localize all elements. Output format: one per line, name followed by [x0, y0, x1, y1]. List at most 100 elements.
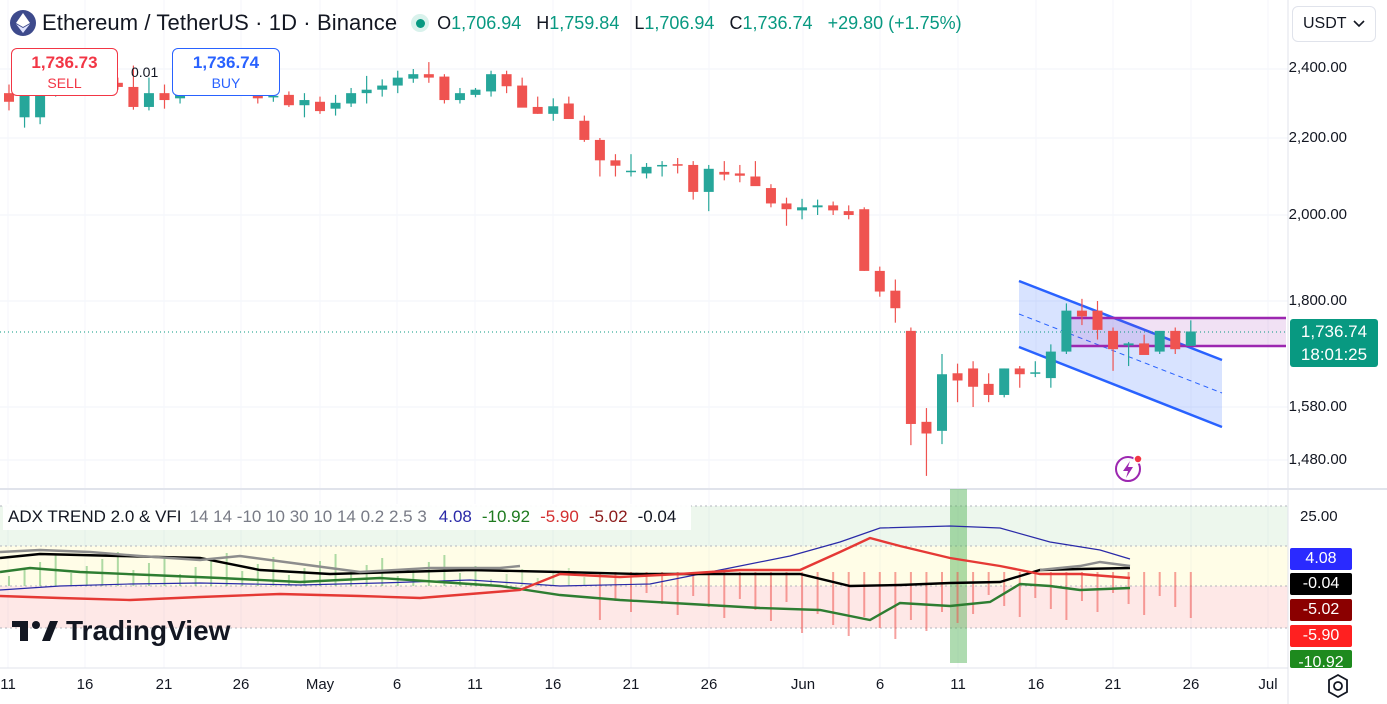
- candle[interactable]: [377, 79, 388, 97]
- candle-body: [486, 74, 497, 92]
- candle[interactable]: [299, 93, 310, 118]
- candle[interactable]: [143, 77, 154, 111]
- currency-selector[interactable]: USDT: [1292, 6, 1376, 42]
- candle[interactable]: [548, 98, 559, 121]
- candle[interactable]: [1154, 330, 1165, 354]
- currency-label: USDT: [1303, 15, 1347, 32]
- buy-button[interactable]: 1,736.74 BUY: [172, 48, 280, 96]
- time-axis-label: Jun: [790, 676, 816, 693]
- candle[interactable]: [859, 207, 870, 271]
- candle[interactable]: [657, 161, 668, 177]
- candle[interactable]: [968, 361, 979, 407]
- candle[interactable]: [781, 197, 792, 226]
- candle[interactable]: [1170, 327, 1181, 355]
- adx-line: [0, 525, 1131, 591]
- candle[interactable]: [828, 201, 839, 215]
- candle[interactable]: [532, 96, 543, 114]
- sell-button[interactable]: 1,736.73 SELL: [11, 48, 118, 96]
- candle[interactable]: [346, 87, 357, 107]
- candle-body: [983, 383, 994, 395]
- candle-body: [579, 120, 590, 140]
- candle-body: [905, 330, 916, 424]
- candle-body: [921, 421, 932, 434]
- tradingview-logo[interactable]: TradingView: [12, 615, 230, 647]
- candle[interactable]: [128, 65, 139, 110]
- candle[interactable]: [315, 96, 325, 114]
- candle[interactable]: [283, 91, 294, 107]
- candle[interactable]: [812, 199, 823, 215]
- candle[interactable]: [439, 74, 450, 104]
- candle[interactable]: [610, 154, 621, 177]
- candle[interactable]: [1139, 334, 1150, 355]
- candle[interactable]: [890, 279, 901, 323]
- candle[interactable]: [408, 69, 419, 83]
- candle[interactable]: [688, 161, 699, 200]
- candle[interactable]: [734, 164, 745, 183]
- candle[interactable]: [361, 75, 372, 104]
- candles: [4, 55, 1196, 476]
- indicator-legend[interactable]: ADX TREND 2.0 & VFI 14 14 -10 10 30 10 1…: [3, 504, 692, 530]
- candle[interactable]: [392, 70, 403, 94]
- indicator-value: -10.92: [481, 507, 531, 526]
- candle[interactable]: [843, 205, 854, 220]
- time-axis-label: 16: [76, 676, 94, 693]
- candle-body: [392, 77, 403, 86]
- candle[interactable]: [641, 163, 652, 179]
- candle[interactable]: [703, 164, 714, 212]
- candle[interactable]: [517, 77, 528, 108]
- candle-body: [688, 164, 699, 192]
- candle[interactable]: [921, 408, 932, 476]
- candle[interactable]: [486, 70, 497, 97]
- candle[interactable]: [330, 94, 341, 116]
- candle[interactable]: [937, 354, 947, 445]
- candle[interactable]: [470, 87, 481, 98]
- candle[interactable]: [1061, 303, 1072, 354]
- candle[interactable]: [672, 158, 683, 174]
- indicator-name: ADX TREND 2.0 & VFI: [8, 507, 182, 526]
- candle-body: [454, 93, 465, 101]
- candle[interactable]: [1045, 344, 1056, 388]
- candle[interactable]: [423, 62, 434, 83]
- candle[interactable]: [874, 266, 885, 297]
- candle[interactable]: [4, 84, 14, 111]
- candle[interactable]: [999, 368, 1010, 398]
- candle[interactable]: [159, 84, 170, 109]
- candle[interactable]: [1014, 366, 1025, 388]
- candle-body: [719, 171, 730, 175]
- indicator-tag: -10.92: [1290, 650, 1352, 668]
- candle-body: [672, 164, 683, 166]
- alert-flash-icon[interactable]: [1113, 452, 1145, 484]
- candle[interactable]: [626, 154, 636, 177]
- candle-body: [143, 93, 154, 107]
- candle[interactable]: [454, 87, 465, 104]
- candle[interactable]: [1185, 320, 1196, 346]
- indicator-value: -5.90: [540, 507, 579, 526]
- candle[interactable]: [983, 373, 994, 403]
- settings-gear-icon[interactable]: [1325, 673, 1351, 699]
- candle[interactable]: [579, 115, 590, 142]
- symbol-header: Ethereum / TetherUS · 1D · Binance O1,70…: [0, 6, 972, 40]
- candle[interactable]: [750, 161, 761, 187]
- high-label: H: [536, 12, 550, 33]
- change-value: +29.80 (+1.75%): [827, 12, 962, 33]
- market-open-icon[interactable]: [411, 14, 430, 32]
- close-value: 1,736.74: [742, 12, 813, 33]
- candle[interactable]: [1030, 361, 1041, 378]
- candle[interactable]: [1092, 301, 1103, 340]
- candle[interactable]: [719, 161, 730, 181]
- candle[interactable]: [797, 198, 808, 220]
- candle[interactable]: [594, 138, 605, 177]
- symbol-title[interactable]: Ethereum / TetherUS · 1D · Binance: [42, 10, 398, 35]
- candle[interactable]: [1076, 298, 1087, 326]
- candle[interactable]: [1123, 341, 1134, 367]
- candle[interactable]: [905, 327, 916, 446]
- candle-body: [315, 101, 325, 112]
- candle[interactable]: [952, 363, 963, 403]
- candle[interactable]: [1108, 327, 1119, 371]
- candle[interactable]: [563, 96, 574, 120]
- candle[interactable]: [765, 184, 776, 208]
- ethereum-icon[interactable]: [10, 10, 36, 36]
- indicator-value: -5.02: [588, 507, 628, 526]
- candle[interactable]: [501, 70, 512, 94]
